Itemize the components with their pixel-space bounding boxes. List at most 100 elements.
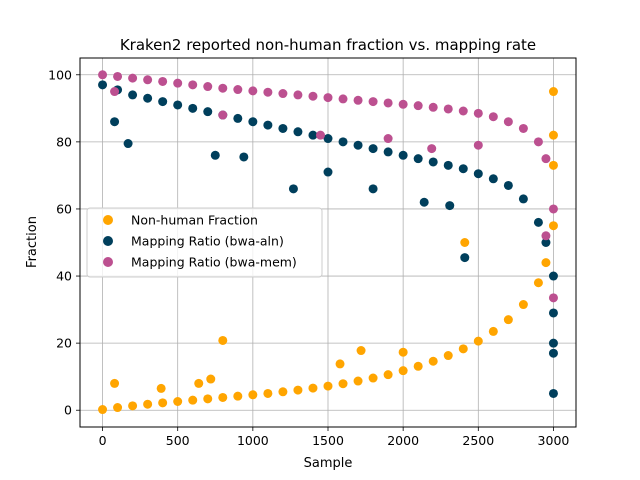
legend-marker: [103, 257, 113, 267]
data-point-series-2: [473, 169, 483, 179]
data-point-series-2: [548, 338, 558, 348]
x-tick-label: 1000: [237, 433, 269, 448]
data-point-series-3: [383, 134, 393, 144]
data-point-series-1: [398, 347, 408, 357]
data-point-series-1: [356, 346, 366, 356]
data-point-series-2: [541, 238, 551, 247]
data-point-series-2: [293, 127, 303, 137]
data-point-series-1: [194, 378, 204, 388]
data-point-series-2: [323, 134, 333, 144]
data-point-series-2: [188, 103, 198, 113]
data-point-series-1: [533, 278, 543, 288]
data-point-series-1: [541, 258, 551, 268]
data-points: [98, 70, 558, 415]
x-tick-label: 0: [99, 433, 107, 448]
data-point-series-2: [98, 80, 108, 90]
data-point-series-2: [413, 154, 423, 164]
legend-box: [86, 207, 323, 278]
data-point-series-3: [473, 108, 483, 118]
data-point-series-1: [206, 374, 216, 384]
data-point-series-3: [143, 75, 153, 85]
data-point-series-2: [210, 150, 220, 160]
data-point-series-3: [443, 104, 453, 114]
legend-entry-label: Mapping Ratio (bwa-aln): [131, 234, 284, 249]
data-point-series-1: [156, 383, 166, 393]
data-point-series-1: [353, 376, 363, 386]
data-point-series-1: [218, 335, 228, 345]
legend-entry-label: Mapping Ratio (bwa-mem): [131, 255, 297, 270]
chart-title: Kraken2 reported non-human fraction vs. …: [120, 36, 536, 54]
data-point-series-2: [203, 107, 213, 117]
x-tick-label: 2500: [462, 433, 494, 448]
data-point-series-3: [173, 78, 183, 88]
data-point-series-1: [458, 344, 468, 354]
data-point-series-2: [123, 139, 133, 149]
data-point-series-3: [458, 106, 468, 116]
data-point-series-2: [458, 164, 468, 174]
x-axis-label: Sample: [304, 456, 353, 471]
data-point-series-2: [518, 194, 528, 204]
data-point-series-1: [128, 401, 138, 411]
data-point-series-3: [488, 112, 498, 122]
data-point-series-3: [503, 117, 513, 127]
y-tick-label: 100: [48, 67, 72, 82]
legend-marker: [103, 215, 113, 225]
data-point-series-1: [548, 87, 558, 97]
data-point-series-2: [143, 93, 153, 103]
data-point-series-2: [173, 100, 183, 110]
data-point-series-1: [278, 387, 288, 397]
data-point-series-1: [335, 359, 345, 369]
legend-marker: [103, 236, 113, 246]
data-point-series-1: [173, 397, 183, 407]
data-point-series-1: [323, 381, 333, 391]
data-point-series-1: [158, 398, 168, 408]
data-point-series-1: [368, 373, 378, 383]
data-point-series-2: [548, 388, 558, 398]
x-tick-label: 1500: [312, 433, 344, 448]
data-point-series-3: [128, 73, 138, 83]
data-point-series-3: [548, 293, 558, 303]
data-point-series-3: [353, 95, 363, 105]
data-point-series-3: [188, 80, 198, 90]
data-point-series-3: [203, 82, 213, 92]
data-point-series-2: [443, 160, 453, 170]
data-point-series-2: [398, 150, 408, 160]
axis-ticks: 0 500 1000 1500 2000 2500 3000 0 20 40 60 80 100: [48, 67, 569, 448]
data-point-series-1: [248, 390, 258, 400]
data-point-series-1: [293, 385, 303, 395]
data-point-series-3: [383, 98, 393, 108]
data-point-series-3: [110, 87, 120, 97]
data-point-series-2: [368, 144, 378, 154]
data-point-series-2: [278, 123, 288, 133]
data-point-series-2: [308, 130, 318, 140]
data-point-series-3: [338, 94, 348, 104]
data-point-series-3: [368, 97, 378, 107]
data-point-series-3: [218, 83, 228, 93]
data-point-series-1: [218, 392, 228, 402]
data-point-series-3: [427, 144, 437, 154]
data-point-series-1: [460, 238, 470, 247]
data-point-series-2: [128, 90, 138, 100]
data-point-series-2: [110, 117, 120, 127]
data-point-series-3: [158, 76, 168, 86]
data-point-series-3: [263, 87, 273, 97]
y-tick-label: 40: [56, 269, 72, 284]
data-point-series-3: [98, 70, 108, 80]
legend-entry-label: Non-human Fraction: [131, 213, 258, 228]
data-point-series-3: [308, 91, 318, 101]
data-point-series-1: [548, 221, 558, 231]
y-tick-label: 80: [56, 134, 72, 149]
data-point-series-1: [308, 383, 318, 393]
data-point-series-1: [443, 351, 453, 361]
data-point-series-3: [315, 130, 325, 140]
data-point-series-2: [548, 348, 558, 358]
data-point-series-3: [293, 90, 303, 100]
data-point-series-1: [488, 326, 498, 336]
data-point-series-3: [473, 140, 483, 150]
data-point-series-2: [445, 201, 455, 211]
data-point-series-3: [278, 89, 288, 99]
data-point-series-3: [548, 204, 558, 214]
data-point-series-1: [113, 403, 123, 413]
data-point-series-2: [323, 167, 333, 177]
data-point-series-1: [428, 356, 438, 366]
